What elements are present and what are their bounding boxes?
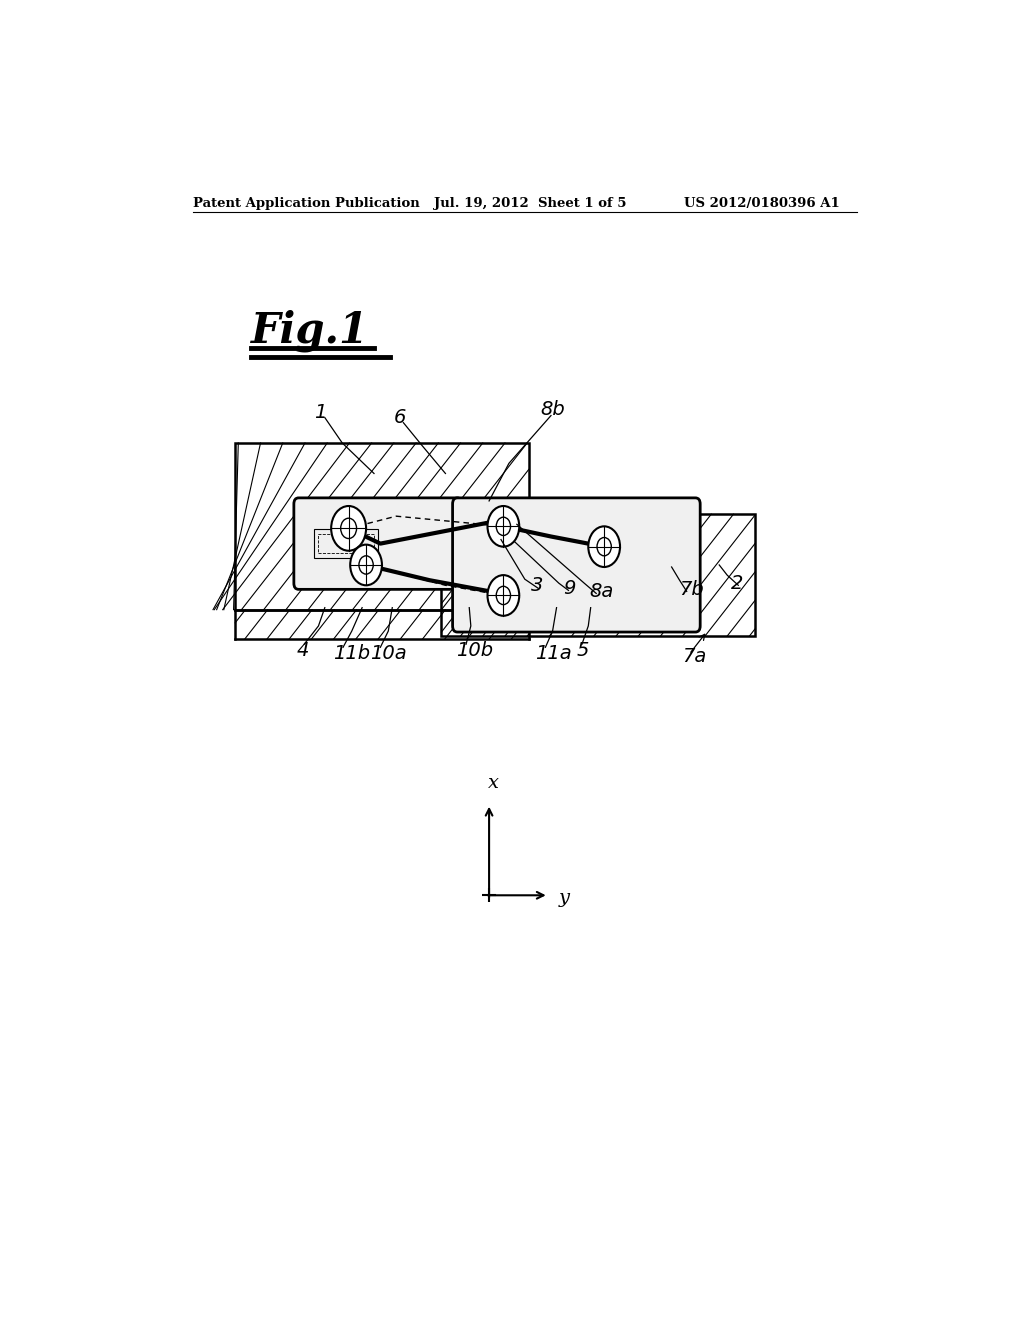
Circle shape — [350, 545, 382, 585]
Text: 6: 6 — [394, 408, 407, 426]
Text: x: x — [488, 774, 500, 792]
Text: 11b: 11b — [333, 644, 370, 664]
Text: Patent Application Publication: Patent Application Publication — [194, 197, 420, 210]
Circle shape — [487, 506, 519, 546]
Text: 5: 5 — [577, 642, 589, 660]
Text: 2: 2 — [731, 574, 743, 594]
Text: 4: 4 — [297, 642, 309, 660]
FancyBboxPatch shape — [453, 498, 700, 632]
Circle shape — [588, 527, 620, 568]
Circle shape — [331, 506, 367, 550]
Text: y: y — [559, 890, 570, 907]
Text: 8a: 8a — [589, 582, 613, 602]
Text: 10a: 10a — [370, 644, 407, 664]
Text: 11a: 11a — [536, 644, 571, 664]
Circle shape — [487, 576, 519, 616]
Text: 1: 1 — [314, 403, 327, 421]
Text: 9: 9 — [563, 579, 575, 598]
Text: 3: 3 — [531, 577, 544, 595]
Bar — [314, 529, 378, 558]
Text: 7a: 7a — [682, 647, 707, 665]
Text: Jul. 19, 2012  Sheet 1 of 5: Jul. 19, 2012 Sheet 1 of 5 — [433, 197, 626, 210]
Bar — [318, 535, 374, 553]
Text: US 2012/0180396 A1: US 2012/0180396 A1 — [684, 197, 840, 210]
Text: Fig.1: Fig.1 — [251, 309, 369, 351]
Text: 8b: 8b — [541, 400, 565, 418]
Text: 7b: 7b — [680, 581, 705, 599]
FancyBboxPatch shape — [294, 498, 462, 589]
Text: 10b: 10b — [456, 642, 493, 660]
